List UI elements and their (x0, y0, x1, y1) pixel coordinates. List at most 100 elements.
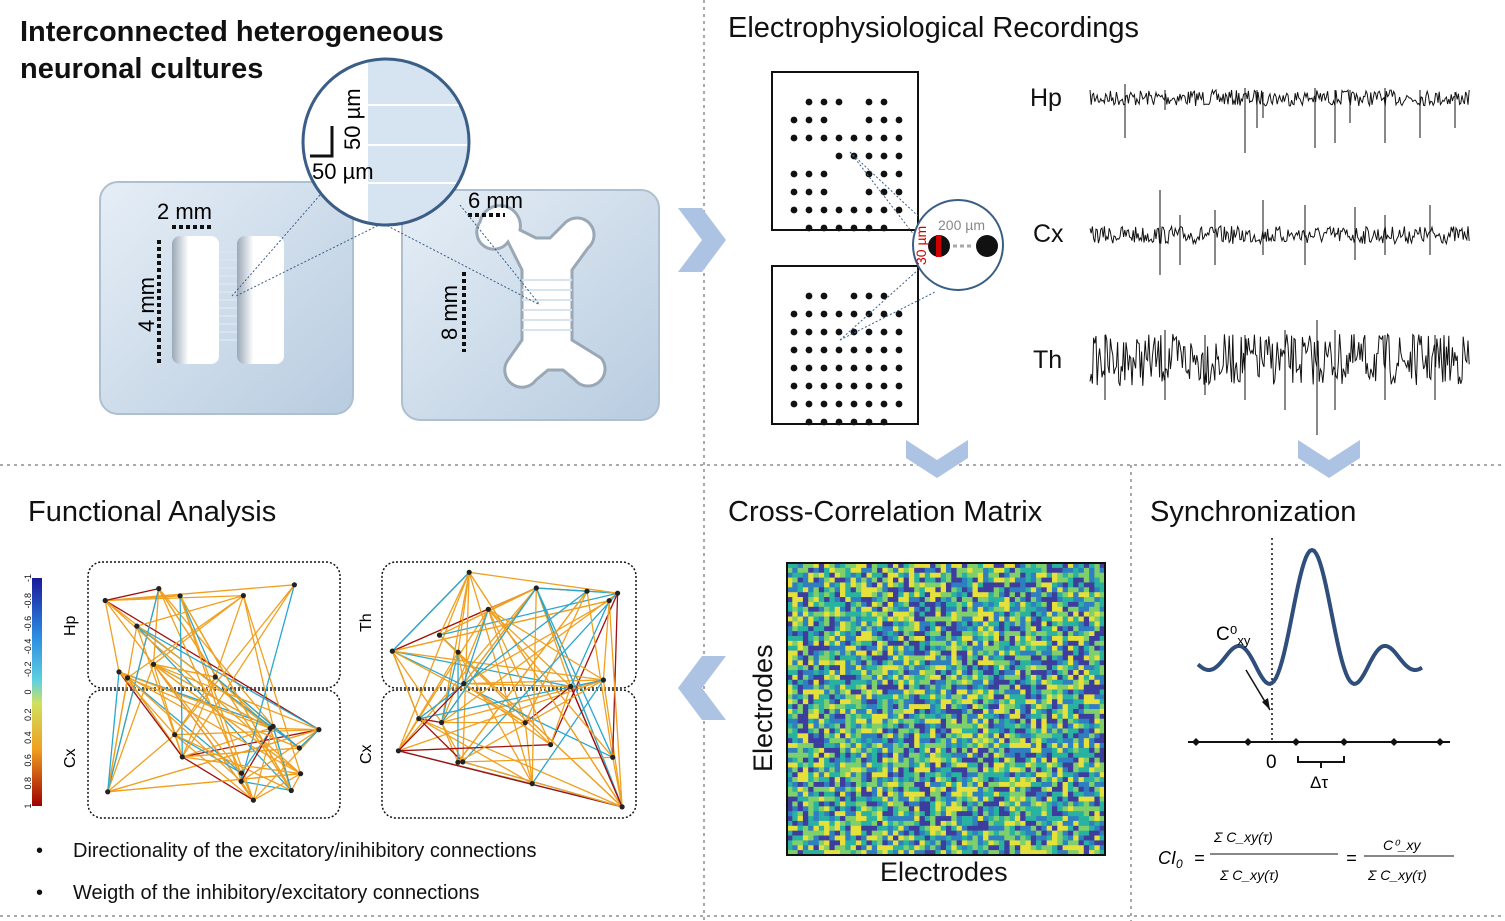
matrix-cell (919, 782, 926, 788)
matrix-cell (930, 752, 936, 758)
matrix-cell (802, 631, 809, 637)
matrix-cell (1046, 577, 1053, 583)
matrix-cell (1041, 796, 1047, 802)
matrix-cell (961, 704, 968, 710)
matrix-cell (850, 601, 857, 608)
matrix-cell (866, 820, 873, 827)
matrix-cell (956, 796, 963, 802)
matrix-cell (1036, 845, 1042, 851)
matrix-cell (824, 728, 830, 734)
matrix-cell (855, 660, 862, 666)
matrix-cell (988, 704, 994, 710)
matrix-cell (1020, 738, 1026, 744)
matrix-cell (1020, 830, 1026, 836)
matrix-cell (914, 694, 920, 700)
matrix-cell (1041, 684, 1047, 690)
matrix-cell (829, 616, 835, 622)
matrix-cell (977, 782, 984, 788)
matrix-cell (977, 850, 984, 856)
matrix-cell (924, 782, 931, 788)
matrix-cell (818, 694, 825, 700)
matrix-cell (834, 650, 841, 656)
matrix-cell (961, 713, 968, 720)
matrix-cell (967, 674, 973, 681)
matrix-cell (840, 631, 846, 637)
matrix-cell (1009, 752, 1016, 758)
matrix-cell (1089, 679, 1095, 685)
matrix-cell (972, 820, 979, 827)
matrix-cell (919, 733, 926, 739)
matrix-cell (818, 606, 825, 612)
matrix-cell (1099, 650, 1106, 656)
matrix-cell (850, 631, 857, 637)
matrix-cell (808, 850, 814, 856)
matrix-cell (824, 743, 830, 749)
matrix-cell (1009, 631, 1016, 637)
matrix-cell (882, 674, 888, 681)
matrix-cell (1057, 567, 1063, 574)
matrix-cell (908, 845, 915, 851)
matrix-cell (877, 820, 883, 827)
matrix-cell (903, 670, 910, 676)
matrix-cell (871, 772, 878, 778)
graph-edge (136, 594, 244, 627)
matrix-cell (882, 621, 888, 627)
matrix-cell (893, 665, 899, 671)
matrix-cell (1004, 665, 1010, 671)
electrode-dot (820, 116, 828, 124)
graph-edge (487, 608, 604, 681)
matrix-cell (1052, 670, 1058, 676)
matrix-cell (797, 782, 804, 788)
matrix-cell (834, 704, 841, 710)
matrix-cell (818, 835, 825, 841)
matrix-cell (877, 782, 883, 788)
matrix-cell (840, 816, 846, 822)
matrix-cell (802, 718, 809, 724)
matrix-cell (850, 743, 857, 749)
matrix-cell (850, 738, 857, 744)
matrix-cell (813, 845, 820, 851)
matrix-cell (1014, 611, 1021, 617)
matrix-cell (1083, 830, 1090, 836)
matrix-cell (893, 840, 899, 846)
matrix-cell (813, 816, 820, 822)
matrix-cell (898, 601, 904, 608)
matrix-cell (787, 606, 793, 612)
matrix-cell (1089, 665, 1095, 671)
electrode-dot (865, 134, 873, 142)
matrix-cell (972, 767, 979, 773)
matrix-cell (993, 777, 1000, 783)
matrix-cell (988, 645, 994, 651)
matrix-cell (1099, 811, 1106, 817)
matrix-cell (1052, 723, 1058, 729)
matrix-cell (1062, 699, 1069, 705)
matrix-cell (1089, 597, 1095, 603)
matrix-cell (967, 733, 973, 739)
matrix-cell (861, 694, 867, 700)
matrix-cell (961, 709, 968, 715)
matrix-cell (967, 684, 973, 690)
matrix-cell (861, 777, 867, 783)
matrix-cell (1078, 665, 1085, 671)
matrix-cell (1073, 752, 1079, 758)
matrix-cell (914, 626, 920, 632)
matrix-cell (1014, 679, 1021, 685)
matrix-cell (988, 563, 994, 569)
matrix-cell (813, 572, 820, 578)
matrix-cell (956, 626, 963, 632)
matrix-cell (855, 786, 862, 793)
matrix-cell (840, 718, 846, 724)
matrix-cell (1067, 626, 1074, 632)
matrix-cell (924, 582, 931, 588)
matrix-cell (824, 801, 830, 807)
matrix-cell (930, 674, 936, 681)
matrix-cell (887, 606, 894, 612)
matrix-cell (840, 655, 846, 661)
matrix-cell (999, 679, 1005, 685)
matrix-cell (1062, 621, 1069, 627)
matrix-cell (903, 611, 910, 617)
matrix-cell (946, 684, 952, 690)
graph-edge (127, 595, 244, 679)
matrix-cell (887, 621, 894, 627)
matrix-cell (824, 597, 830, 603)
